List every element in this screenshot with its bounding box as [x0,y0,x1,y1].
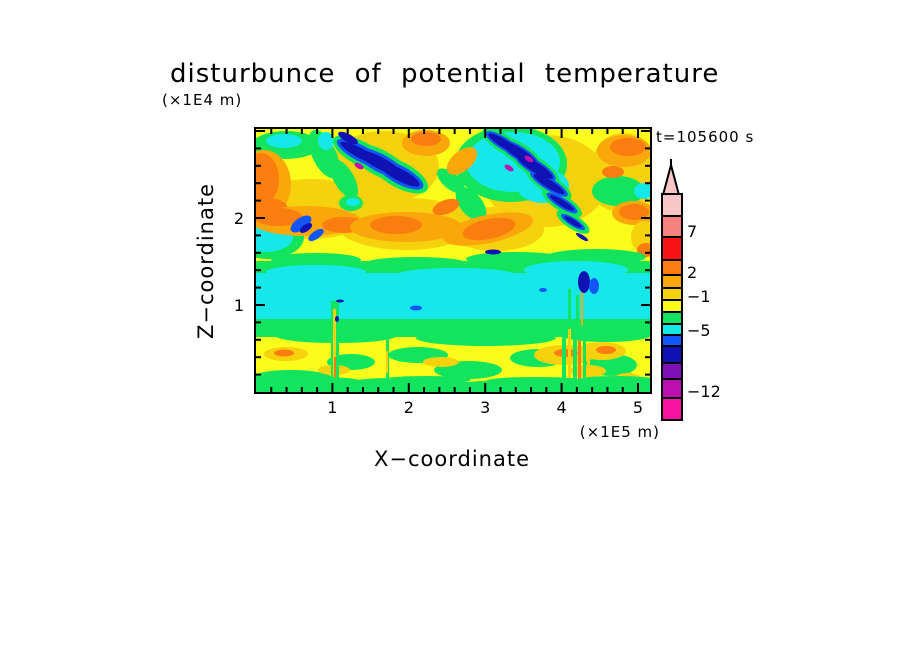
contour-region [416,330,556,346]
contour-region [410,305,422,311]
contour-region [436,168,466,194]
contour-region [568,289,571,325]
colorbar-tick-label: −5 [687,321,711,340]
contour-region [587,344,590,387]
colorbar-tick-label: −12 [687,382,721,401]
contour-region [396,268,516,282]
contour-region [411,132,441,146]
colorbar-cell [661,378,683,399]
chart-title: disturbunce of potential temperature [170,59,720,89]
colorbar [661,193,683,421]
contour-region [370,216,422,234]
contour-region [619,204,649,220]
contour-region [423,357,459,367]
contour-region [386,351,388,373]
contour-region [550,195,574,211]
contour-region [610,138,646,156]
contour-region [366,257,466,269]
z-axis-title: Z−coordinate [194,183,218,339]
contour-region [539,288,547,292]
contour-region [271,253,361,267]
contour-region [256,153,279,205]
colorbar-tick-label: −1 [687,287,711,306]
contour-region [516,155,554,179]
contour-region [581,279,583,325]
z-tick-label: 2 [233,209,244,228]
contour-region [486,377,586,385]
z-axis-unit-label: (×1E4 m) [162,91,243,109]
contour-region [432,198,460,216]
colorbar-cell [661,236,683,261]
contour-region [504,164,514,172]
colorbar-arrow [661,161,681,196]
contour-region [271,377,361,385]
plot-area [254,127,652,394]
contour-region [256,382,650,392]
contour-region [446,147,478,175]
x-tick-label: 4 [556,398,567,417]
contour-region [334,357,336,381]
contour-region [564,216,582,228]
contour-region [485,249,501,255]
contour-field [256,129,650,392]
time-label: t=105600 s [656,128,755,146]
contour-region [354,162,364,170]
contour-region [333,309,336,381]
contour-region [455,187,487,221]
colorbar-cell [661,215,683,238]
x-tick-label: 2 [403,398,414,417]
contour-region [573,333,577,389]
contour-region [335,316,339,322]
contour-region [338,131,358,145]
contour-region [266,265,366,279]
contour-region [256,208,302,226]
x-tick-label: 1 [327,398,338,417]
colorbar-arrow-icon [661,159,681,196]
contour-region [568,329,571,387]
contour-region [381,376,471,384]
contour-region [634,183,650,199]
contour-region [266,134,302,148]
contour-region [380,163,420,187]
contour-region [336,299,344,303]
x-tick-label: 5 [632,398,644,417]
colorbar-cell [661,193,683,217]
x-axis-unit-label: (×1E5 m) [579,423,660,441]
contour-region [596,346,616,354]
contour-region [576,376,650,384]
contour-region [578,271,590,293]
contour-region [533,173,565,195]
x-axis-title: X−coordinate [374,447,530,471]
contour-region [576,295,579,325]
colorbar-tick-label: 2 [687,263,698,282]
contour-region [562,325,566,389]
contour-region [589,278,599,294]
contour-region [466,252,566,266]
contour-region [290,215,312,233]
contour-region [299,223,313,233]
contour-region [524,261,628,279]
contour-region [318,132,334,150]
z-tick-label: 1 [233,296,244,315]
contour-region [602,166,624,178]
colorbar-tick-label: 7 [687,222,698,241]
contour-region [346,198,360,206]
contour-region [330,159,358,199]
contour-region [524,155,534,163]
contour-region [274,349,294,357]
contour-region [575,232,589,242]
colorbar-cell [661,397,683,421]
contour-region [462,217,516,241]
contour-region [592,176,644,206]
x-tick-label: 3 [480,398,491,417]
contour-region [308,228,324,242]
contour-region [546,249,646,265]
contour-region [583,337,586,389]
contour-region [578,341,581,387]
